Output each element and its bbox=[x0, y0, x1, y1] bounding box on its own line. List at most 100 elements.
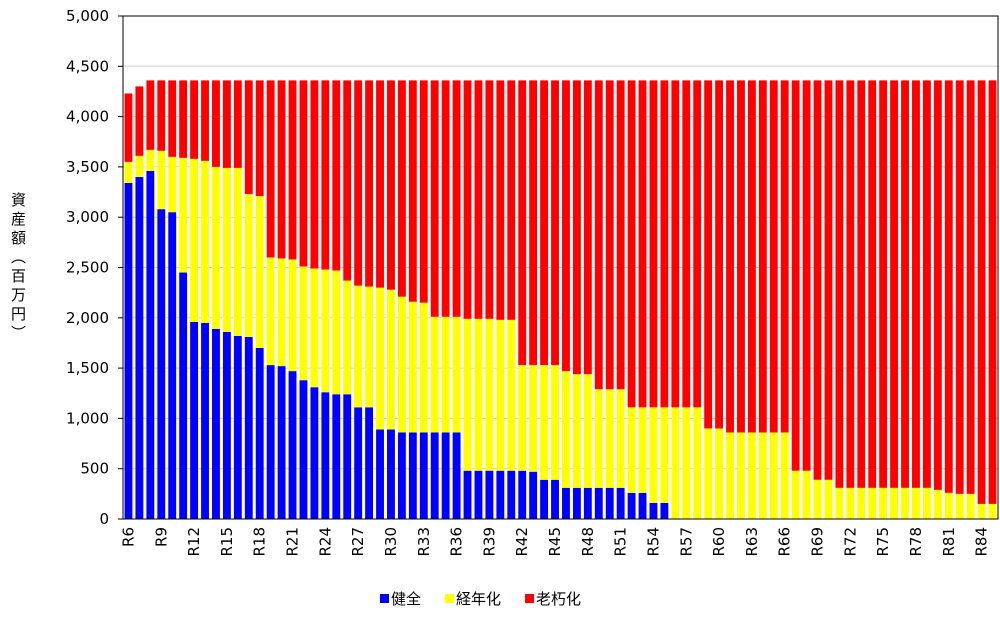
legend-swatch bbox=[445, 594, 455, 603]
bar-segment bbox=[529, 80, 538, 366]
bar-segment bbox=[693, 80, 702, 408]
bar-segment bbox=[496, 470, 505, 519]
bar-segment bbox=[791, 80, 800, 471]
bar-segment bbox=[638, 492, 647, 519]
bar-segment bbox=[846, 487, 855, 519]
bar-segment bbox=[255, 347, 264, 519]
bar-segment bbox=[244, 194, 253, 337]
x-tick-label: R9 bbox=[152, 527, 170, 547]
bar-segment bbox=[616, 389, 625, 488]
bar-segment bbox=[627, 492, 636, 519]
bar-segment bbox=[813, 80, 822, 480]
bar-segment bbox=[343, 394, 352, 519]
x-tick-label: R54 bbox=[644, 527, 662, 557]
bar-segment bbox=[660, 407, 669, 503]
bar-segment bbox=[233, 167, 242, 336]
bar-segment bbox=[146, 149, 155, 171]
bar-segment bbox=[594, 389, 603, 488]
bar-segment bbox=[769, 432, 778, 519]
x-tick-label: R12 bbox=[185, 527, 203, 557]
bar-segment bbox=[408, 301, 417, 433]
bar-segment bbox=[857, 80, 866, 488]
bar-segment bbox=[747, 432, 756, 519]
bar-segment bbox=[922, 80, 931, 488]
bar-segment bbox=[802, 470, 811, 519]
bar-segment bbox=[474, 470, 483, 519]
bar-segment bbox=[201, 80, 209, 161]
bar-segment bbox=[310, 387, 319, 519]
bar-segment bbox=[507, 470, 516, 519]
bar-segment bbox=[376, 429, 384, 519]
bar-segment bbox=[616, 487, 625, 519]
bar-segment bbox=[277, 258, 286, 367]
bar-segment bbox=[562, 487, 570, 519]
bar-segment bbox=[212, 328, 220, 519]
legend-label: 老朽化 bbox=[536, 590, 581, 608]
bar-segment bbox=[387, 80, 395, 290]
bar-segment bbox=[332, 80, 341, 271]
bar-segment bbox=[441, 432, 450, 519]
bar-segment bbox=[201, 322, 209, 519]
bar-segment bbox=[868, 80, 877, 488]
bar-segment bbox=[649, 80, 658, 408]
bar-segment bbox=[879, 487, 888, 519]
bar-segment bbox=[715, 80, 724, 429]
plot-frame bbox=[122, 15, 999, 520]
bar-segment bbox=[901, 487, 909, 519]
bar-segment bbox=[583, 374, 592, 488]
bar-segment bbox=[966, 80, 975, 494]
bar-segment bbox=[507, 319, 516, 471]
bar-segment bbox=[321, 80, 330, 270]
y-tick-label: 2,000 bbox=[66, 309, 109, 327]
bar-segment bbox=[922, 487, 931, 519]
bar-segment bbox=[540, 479, 549, 519]
bar-segment bbox=[212, 166, 220, 329]
bar-segment bbox=[605, 389, 614, 488]
bar-segment bbox=[726, 432, 734, 519]
bar-segment bbox=[463, 470, 472, 519]
bar-segment bbox=[933, 80, 942, 490]
bar-segment bbox=[660, 80, 669, 408]
bar-segment bbox=[551, 365, 559, 480]
bar-segment bbox=[572, 487, 581, 519]
bar-segment bbox=[233, 335, 242, 519]
bar-segment bbox=[441, 316, 450, 433]
bar-segment bbox=[299, 80, 308, 267]
x-tick-label: R84 bbox=[973, 527, 991, 557]
x-tick-label: R45 bbox=[546, 527, 564, 557]
bar-segment bbox=[715, 428, 724, 519]
bar-segment bbox=[157, 209, 166, 520]
bar-segment bbox=[572, 80, 581, 375]
bar-segment bbox=[988, 80, 997, 504]
bar-segment bbox=[737, 432, 745, 519]
bar-segment bbox=[955, 493, 964, 519]
bar-segment bbox=[419, 80, 428, 303]
bar-segment bbox=[780, 432, 789, 519]
bar-segment bbox=[157, 150, 166, 210]
bar-segment bbox=[376, 287, 384, 430]
bar-segment bbox=[354, 80, 363, 286]
bar-segment bbox=[485, 318, 494, 471]
bar-segment bbox=[649, 407, 658, 503]
bar-segment bbox=[452, 316, 461, 433]
bar-segment bbox=[627, 80, 636, 408]
bar-segment bbox=[485, 470, 494, 519]
bar-segment bbox=[365, 80, 374, 287]
legend-swatch bbox=[525, 594, 535, 603]
bar-segment bbox=[846, 80, 855, 488]
bar-segment bbox=[397, 296, 406, 433]
y-tick-label: 3,000 bbox=[66, 208, 109, 226]
x-tick-label: R42 bbox=[513, 527, 531, 557]
bar-segment bbox=[988, 503, 997, 519]
bar-segment bbox=[168, 156, 177, 213]
bar-segment bbox=[124, 161, 133, 183]
bar-segment bbox=[529, 471, 538, 519]
bar-segment bbox=[769, 80, 778, 433]
bar-segment bbox=[430, 432, 439, 519]
bar-segment bbox=[726, 80, 734, 433]
bar-segment bbox=[299, 380, 308, 519]
bar-segment bbox=[671, 80, 680, 408]
x-tick-label: R69 bbox=[809, 527, 827, 557]
bar-segment bbox=[933, 489, 942, 519]
